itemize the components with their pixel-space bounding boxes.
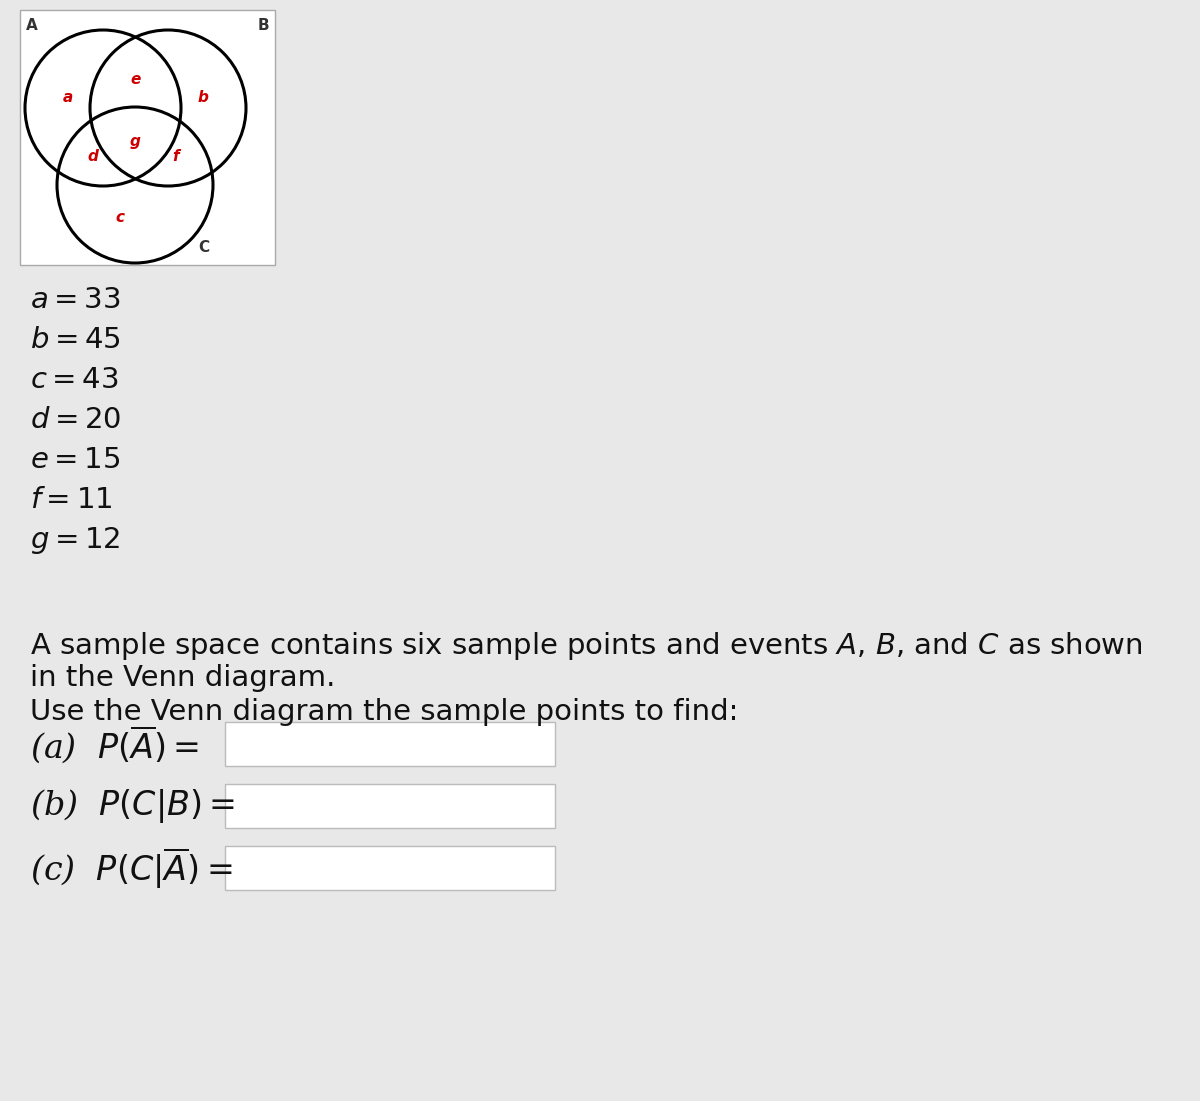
Text: f: f (173, 149, 179, 164)
Text: $d = 20$: $d = 20$ (30, 406, 121, 434)
FancyBboxPatch shape (20, 10, 275, 265)
Text: C: C (198, 240, 209, 255)
Text: (c)  $P(C|\overline{A}) =$: (c) $P(C|\overline{A}) =$ (30, 846, 233, 891)
Text: $a = 33$: $a = 33$ (30, 286, 120, 314)
FancyBboxPatch shape (226, 722, 554, 766)
Text: Use the Venn diagram the sample points to find:: Use the Venn diagram the sample points t… (30, 698, 738, 726)
Text: $g = 12$: $g = 12$ (30, 524, 120, 556)
Text: in the Venn diagram.: in the Venn diagram. (30, 664, 335, 693)
FancyBboxPatch shape (226, 784, 554, 828)
Text: d: d (88, 149, 98, 164)
Text: g: g (130, 134, 140, 149)
Text: b: b (198, 90, 209, 106)
Text: A: A (26, 18, 37, 33)
Text: A sample space contains six sample points and events $\mathit{A}$, $\mathit{B}$,: A sample space contains six sample point… (30, 630, 1142, 662)
Text: (b)  $P(C|B) =$: (b) $P(C|B) =$ (30, 787, 235, 825)
Text: c: c (115, 209, 125, 225)
Text: $f = 11$: $f = 11$ (30, 486, 113, 514)
Text: (a)  $P(\overline{A}) =$: (a) $P(\overline{A}) =$ (30, 723, 199, 765)
Text: $e = 15$: $e = 15$ (30, 446, 120, 475)
Text: $b = 45$: $b = 45$ (30, 326, 121, 355)
Text: e: e (131, 73, 140, 87)
Text: a: a (62, 90, 73, 106)
FancyBboxPatch shape (226, 846, 554, 890)
Text: B: B (257, 18, 269, 33)
Text: $c = 43$: $c = 43$ (30, 366, 119, 394)
